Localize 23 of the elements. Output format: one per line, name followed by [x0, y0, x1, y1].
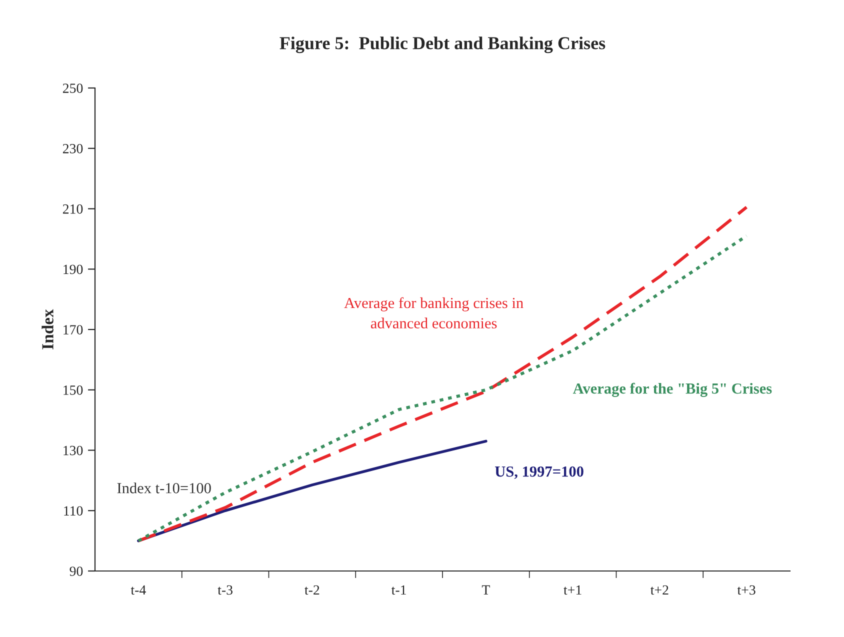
y-tick-label: 190 — [64, 264, 83, 274]
y-tick-label: 170 — [64, 325, 83, 334]
x-tick-label: t-3 — [218, 585, 232, 595]
y-tick-label: 230 — [62, 144, 83, 154]
y-tick-label: 150 — [64, 385, 83, 395]
x-tick-label: T — [482, 585, 490, 595]
y-tick-label: 250 — [62, 84, 83, 93]
y-tick-label: 210 — [62, 204, 83, 214]
chart-title: Figure 5: Public Debt and Banking Crises — [280, 36, 606, 54]
y-tick-label: 130 — [64, 446, 83, 456]
y-axis-title: Index — [42, 309, 54, 350]
x-tick-label: t-2 — [304, 585, 320, 595]
series-label: US, 1997=100 — [495, 466, 584, 479]
y-tick-label: 90 — [70, 566, 83, 576]
text: Average for banking crises in advanced economies — [344, 297, 524, 328]
x-tick-label: t-1 — [391, 585, 406, 595]
annotation: Index t-10=100 — [117, 482, 211, 494]
x-tick-label: t+1 — [564, 585, 582, 595]
x-tick-label: t+2 — [650, 585, 668, 595]
series-label: Average for the "Big 5" Crises — [572, 382, 772, 397]
x-tick-label: t+3 — [737, 585, 756, 595]
y-tick-label: 110 — [64, 506, 83, 516]
x-tick-label: t-4 — [130, 585, 146, 595]
